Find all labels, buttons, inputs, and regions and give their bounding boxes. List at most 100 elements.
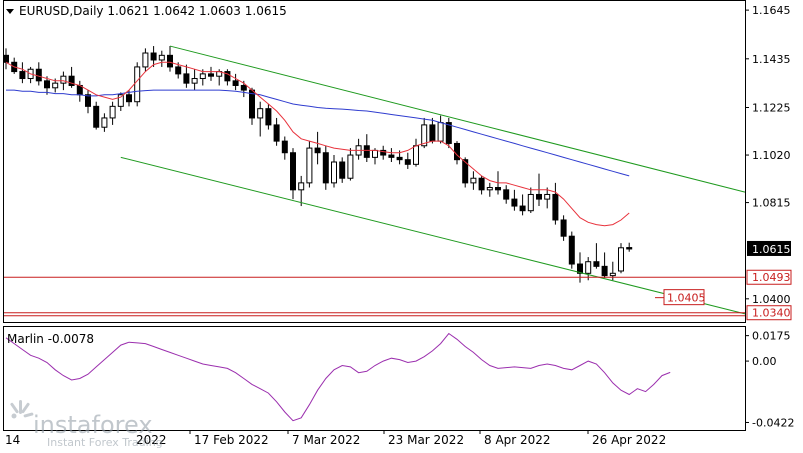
candle-body: [347, 154, 354, 179]
candle-body: [167, 54, 173, 68]
watermark-brand: instaforex: [33, 411, 153, 439]
candle-body: [331, 161, 337, 184]
candle-body: [314, 147, 321, 154]
candle-body: [298, 182, 305, 191]
oscillator-plot: 0.0175 0.00 -0.0422: [5, 330, 794, 429]
level-label-1.0405: 1.0405: [667, 292, 706, 305]
time-tick-label: 26 Apr 2022: [592, 433, 666, 447]
candle-body: [240, 84, 247, 91]
oscillator-label: Marlin -0.0078: [7, 332, 94, 346]
osc-tick-label: 0.0175: [752, 330, 791, 343]
candle-body: [109, 105, 116, 119]
candle-body: [544, 193, 551, 200]
price-tick-label: 1.0400: [752, 293, 791, 306]
current-price-label: 1.0615: [752, 243, 791, 256]
candle-body: [126, 94, 132, 103]
candle-body: [511, 198, 518, 207]
candle-body: [618, 247, 624, 272]
candle-body: [208, 73, 214, 77]
candle-body: [3, 54, 9, 63]
ma-fast-line: [5, 61, 630, 227]
candle-body: [552, 193, 559, 221]
logo-mark-icon: [10, 400, 34, 419]
marlin-line: [5, 332, 671, 422]
candle-body: [372, 149, 378, 158]
candle-body: [445, 122, 452, 144]
time-tick-label-partial: 2022: [136, 433, 167, 447]
price-tick-label: 1.1020: [752, 149, 791, 162]
candle-body: [199, 73, 206, 80]
candle-body: [560, 219, 567, 237]
osc-tick-label: 0.00: [752, 355, 777, 368]
candle-body: [85, 94, 91, 107]
candle-body: [224, 71, 231, 82]
candle-body: [404, 159, 411, 165]
candle-body: [273, 124, 280, 142]
main-plot: 1.0405: [3, 45, 746, 317]
candle-body: [150, 52, 157, 61]
time-tick-label: 23 Mar 2022: [388, 433, 464, 447]
channel-upper-line: [169, 45, 746, 193]
candle-body: [175, 66, 182, 75]
level-box: [746, 305, 792, 321]
candle-body: [44, 80, 50, 89]
candle-body: [388, 154, 395, 158]
candle-body: [519, 205, 526, 212]
candle-body: [593, 261, 600, 267]
price-tick-label: 1.0815: [752, 197, 791, 210]
candle-body: [363, 145, 370, 158]
triangle-down-icon[interactable]: [6, 9, 14, 14]
candle-body: [577, 263, 583, 274]
candle-body: [60, 75, 67, 84]
candle-body: [232, 80, 239, 86]
oscillator-pane-frame: [3, 326, 746, 431]
candle-body: [527, 193, 534, 212]
candle-body: [437, 122, 444, 142]
candle-body: [503, 189, 510, 200]
candle-body: [35, 68, 42, 82]
candle-body: [536, 193, 542, 200]
candle-body: [322, 152, 329, 184]
candle-body: [191, 78, 198, 84]
candle-body: [339, 161, 346, 179]
candle-body: [257, 108, 264, 119]
candle-body: [380, 149, 387, 156]
price-axis: 1.1645 1.1435 1.1225 1.1020 1.0815 1.0400 1.06…: [745, 4, 792, 321]
candle-body: [421, 124, 428, 147]
candle-body: [626, 247, 633, 250]
candle-body: [429, 124, 436, 142]
candle-body: [486, 187, 493, 191]
candle-body: [470, 177, 477, 184]
candle-body: [134, 66, 141, 103]
level-label: 1.0340: [752, 307, 791, 320]
candle-body: [609, 272, 616, 277]
candle-body: [306, 147, 313, 184]
candle-body: [413, 145, 419, 165]
candle-body: [52, 82, 59, 89]
main-pane-frame: [3, 0, 746, 323]
candle-body: [117, 94, 124, 107]
candle-body: [68, 75, 75, 86]
candle-body: [93, 105, 100, 128]
candle-body: [568, 235, 575, 265]
time-tick-label: 17 Feb 2022: [194, 433, 269, 447]
level-box-1.0405: [663, 289, 705, 306]
watermark-tagline: Instant Forex Trading: [47, 436, 163, 449]
candle-body: [158, 54, 165, 61]
time-tick-label: 8 Apr 2022: [484, 433, 551, 447]
candle-body: [462, 159, 469, 184]
price-tick-label: 1.1645: [752, 4, 791, 17]
candle-body: [290, 152, 296, 191]
level-label: 1.0493: [752, 271, 791, 284]
candle-body: [585, 261, 592, 274]
candle-body: [281, 140, 288, 154]
candle-body: [101, 117, 108, 128]
time-tick-label: 7 Mar 2022: [292, 433, 360, 447]
instaforex-logo: instaforex Instant Forex Trading: [10, 400, 163, 449]
price-tick-label: 1.1225: [752, 102, 791, 115]
candle-body: [183, 73, 190, 84]
price-tick-label: 1.1435: [752, 53, 791, 66]
candle-body: [478, 177, 485, 191]
candle-body: [142, 52, 149, 68]
candle-body: [454, 142, 460, 161]
